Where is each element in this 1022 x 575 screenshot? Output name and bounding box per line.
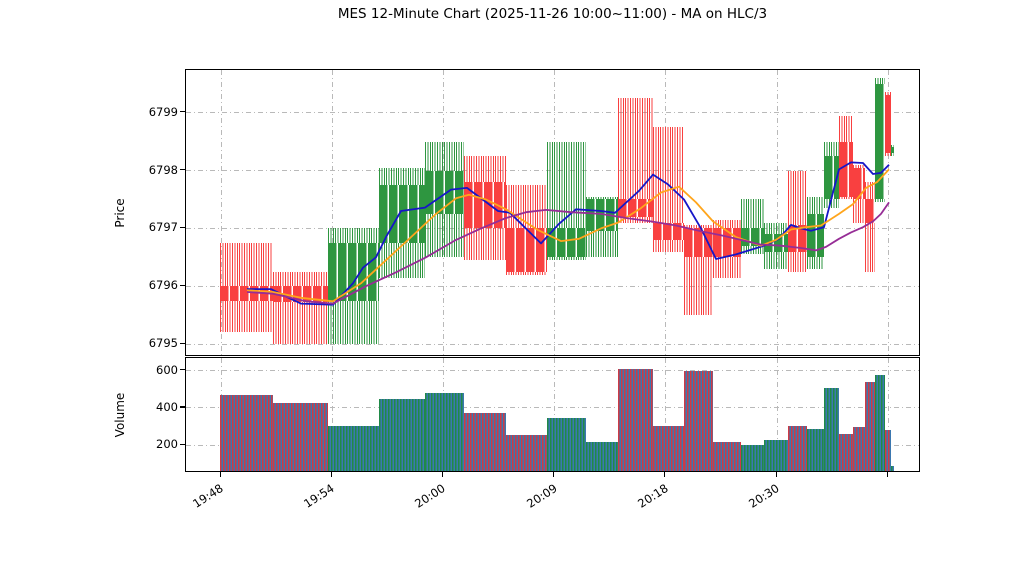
time-gridline [887, 358, 889, 471]
chart-title: MES 12-Minute Chart (2025-11-26 10:00~11… [337, 6, 768, 22]
time-gridline [776, 358, 778, 471]
price-tick-mark [180, 284, 185, 286]
candle-body [586, 199, 618, 232]
candle-body [328, 242, 379, 301]
volume-bar [865, 381, 875, 471]
price-tick-label: 6797 [148, 220, 178, 235]
volume-bar [464, 413, 506, 471]
candle-body [865, 199, 875, 223]
time-tick-label: 19:54 [301, 481, 337, 511]
price-tick-mark [180, 111, 185, 113]
price-gridline [186, 343, 919, 345]
price-tick-label: 6798 [148, 162, 178, 177]
time-tick-mark [330, 472, 332, 477]
time-gridline [220, 70, 222, 355]
candle-body [684, 228, 713, 258]
time-tick-label [826, 481, 885, 519]
volume-bar [839, 434, 853, 471]
volume-bar [788, 425, 807, 471]
volume-bar [273, 403, 328, 471]
time-tick-mark [664, 472, 666, 477]
candle-body [618, 199, 653, 217]
volume-gridline [186, 370, 919, 372]
price-tick-label: 6799 [148, 104, 178, 119]
volume-bar [684, 370, 713, 471]
volume-bar [885, 430, 891, 471]
candle-body [824, 156, 839, 200]
volume-bar [741, 445, 764, 471]
time-tick-label: 20:09 [523, 481, 560, 511]
candle-body [653, 222, 684, 240]
time-tick-label: 19:48 [190, 481, 226, 511]
candle-wick [788, 170, 807, 272]
volume-bar [328, 425, 379, 471]
time-gridline [331, 358, 333, 471]
volume-tick-mark [180, 369, 185, 371]
time-gridline [554, 358, 556, 471]
time-gridline [665, 358, 667, 471]
volume-bar [506, 435, 547, 471]
candle-body [547, 228, 586, 258]
candle-body [464, 182, 506, 229]
candle-body [807, 213, 824, 258]
candle-body [220, 286, 273, 301]
price-tick-mark [180, 169, 185, 171]
price-tick-label: 6796 [148, 278, 178, 293]
candle-body [425, 170, 464, 214]
volume-tick-label: 600 [156, 362, 178, 377]
volume-bar [379, 398, 425, 471]
candle-body [885, 95, 891, 154]
time-tick-mark [886, 472, 888, 477]
volume-bar [875, 375, 885, 471]
volume-tick-label: 400 [156, 399, 178, 414]
volume-tick-mark [180, 406, 185, 408]
volume-bar [547, 418, 586, 471]
volume-bar [713, 442, 741, 471]
price-pane [185, 69, 920, 356]
time-tick-label: 20:00 [412, 481, 449, 511]
volume-bar [618, 368, 653, 471]
volume-bar [764, 439, 788, 471]
volume-tick-mark [180, 443, 185, 445]
volume-bar [807, 429, 824, 471]
candle-wick [865, 182, 875, 272]
candle-body [764, 234, 788, 252]
volume-bar [853, 426, 865, 471]
volume-gridline [186, 407, 919, 409]
time-tick-mark [219, 472, 221, 477]
time-tick-mark [553, 472, 555, 477]
volume-tick-label: 200 [156, 437, 178, 452]
candle-body [853, 167, 865, 200]
candle-body [875, 83, 885, 200]
candle-body [741, 228, 764, 246]
candle-body [379, 185, 425, 243]
volume-bar [220, 394, 273, 471]
candle-body [273, 286, 328, 303]
time-tick-label: 20:30 [746, 481, 782, 511]
price-axis-label: Price [113, 198, 127, 228]
volume-bar [824, 388, 839, 471]
volume-bar [653, 425, 684, 471]
candle-body [506, 228, 547, 272]
price-tick-mark [180, 226, 185, 229]
volume-bar [891, 465, 894, 471]
price-tick-mark [180, 342, 185, 344]
volume-axis-label: Volume [113, 392, 127, 438]
candle-body [713, 228, 741, 258]
candle-wick [273, 271, 328, 345]
volume-pane [185, 357, 920, 472]
time-tick-label: 20:18 [634, 481, 671, 511]
time-tick-mark [441, 472, 444, 477]
time-gridline [776, 70, 778, 355]
time-tick-mark [775, 472, 777, 477]
volume-bar [586, 441, 618, 471]
price-tick-label: 6795 [148, 336, 178, 351]
candle-wick [741, 199, 764, 255]
volume-bar [425, 393, 464, 471]
candle-body [788, 225, 807, 252]
candle-body [891, 147, 894, 154]
price-gridline [186, 112, 919, 114]
candle-body [839, 141, 853, 197]
